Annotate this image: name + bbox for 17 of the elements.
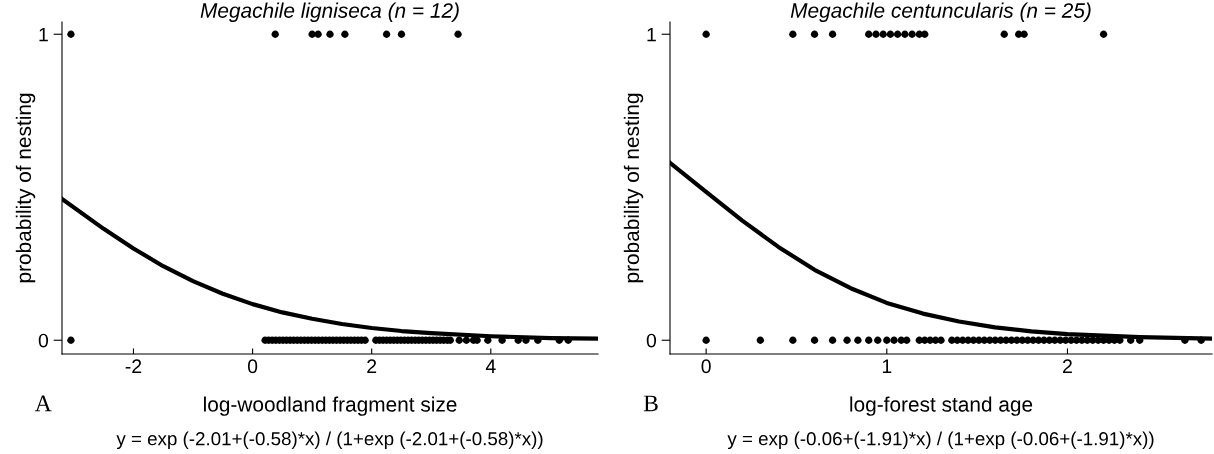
text: y = exp (-2.01+(-0.58)*x) / (1+exp (-2.01+(-0.58)*x)) <box>116 431 543 450</box>
text: y = exp (-0.06+(-1.91)*x) / (1+exp (-0.06+(-1.91)*x)) <box>727 431 1154 450</box>
x-tick-label: 0 <box>701 359 711 374</box>
x-tick-label: 2 <box>1063 359 1072 373</box>
text: B <box>643 395 658 412</box>
x-tick-label: 0 <box>247 359 258 374</box>
y-axis-title: probability of nesting <box>623 93 644 283</box>
chart-title: Megachile centuncularis (n = 25) <box>790 2 1091 22</box>
text: A <box>34 395 52 412</box>
x-tick-label: 2 <box>367 359 377 373</box>
y-axis-title: probability of nesting <box>15 93 36 283</box>
x-axis-title: log-woodland fragment size <box>204 396 457 416</box>
x-tick-label: 1 <box>882 359 892 373</box>
x-tick-label: 4 <box>485 359 496 373</box>
x-tick-label: -2 <box>125 359 142 373</box>
chart-title: Megachile ligniseca (n = 12) <box>200 2 459 22</box>
x-axis-title: log-forest stand age <box>850 396 1033 416</box>
